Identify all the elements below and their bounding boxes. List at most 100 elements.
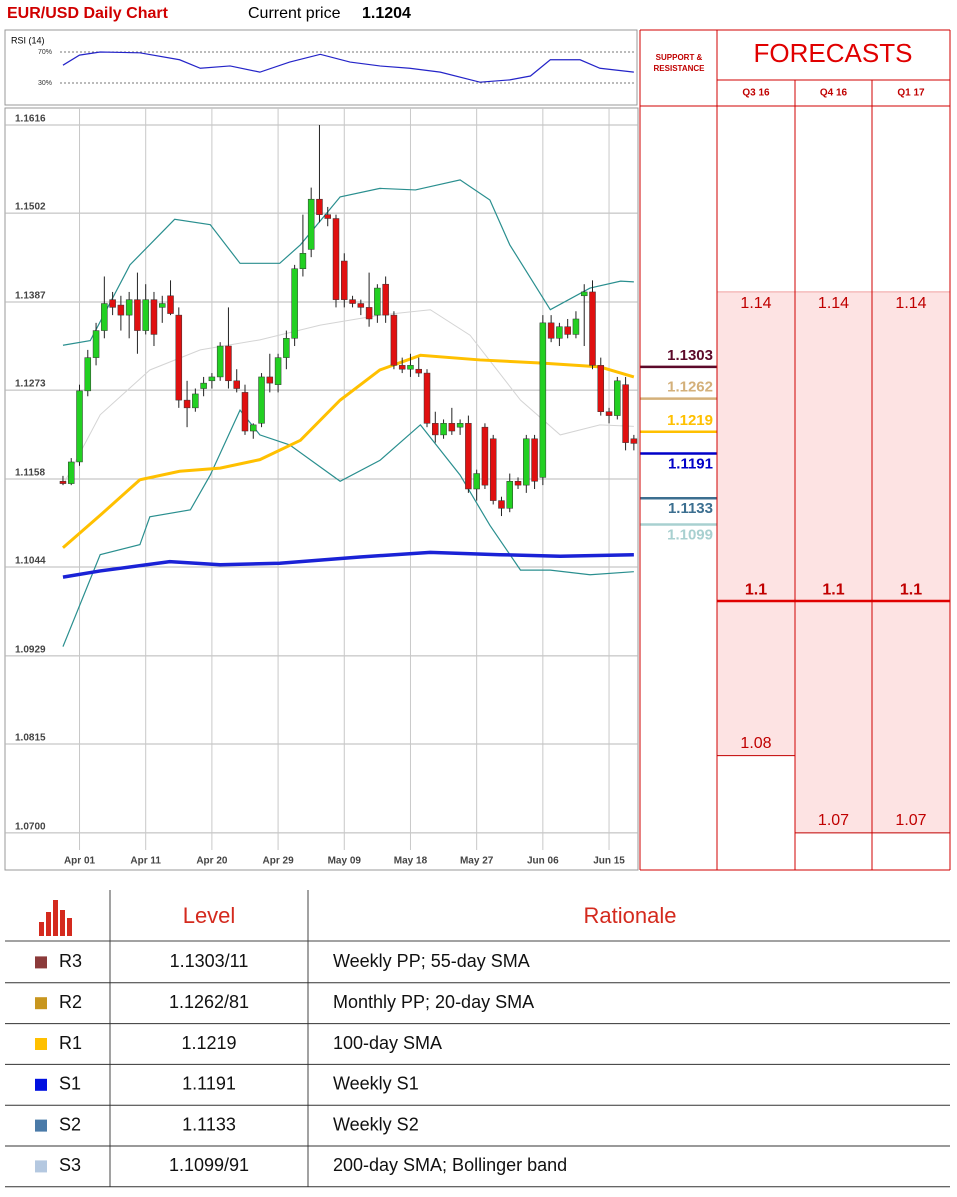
candle-body <box>622 384 629 443</box>
candle-body <box>390 314 398 366</box>
row-rationale: Weekly PP; 55-day SMA <box>333 951 530 971</box>
forecast-label: 1.07 <box>895 812 926 829</box>
candle-body <box>564 326 571 335</box>
candle-body <box>59 481 67 484</box>
candle-body <box>572 318 580 335</box>
candle-body <box>332 218 340 300</box>
candle-body <box>506 481 514 509</box>
candle-body <box>101 303 108 331</box>
candle-body <box>200 382 207 389</box>
overlay-line <box>62 179 634 346</box>
forecast-range <box>717 291 795 756</box>
candle-body <box>283 338 290 358</box>
candle-body <box>514 481 522 486</box>
row-swatch <box>35 1038 47 1050</box>
candle-body <box>150 299 158 335</box>
rsi-tick-label: 70% <box>38 49 52 56</box>
forecast-label: 1.14 <box>740 295 771 312</box>
forecast-label: 1.08 <box>740 735 771 752</box>
level-label: 1.1219 <box>667 412 713 429</box>
candle-body <box>225 345 232 382</box>
row-swatch <box>35 956 47 969</box>
candle-body <box>324 214 331 219</box>
row-level: 1.1133 <box>182 1114 236 1134</box>
candle-body <box>357 303 365 308</box>
forecast-label: 1.1 <box>822 581 844 598</box>
candle-body <box>456 423 464 428</box>
rsi-frame <box>4 29 638 106</box>
candle-body <box>440 423 447 436</box>
forecast-column: Q4 16 <box>820 88 848 99</box>
x-tick-label: Jun 15 <box>593 856 625 867</box>
forecast-label: 1.1 <box>900 581 922 598</box>
y-tick-label: 1.1044 <box>15 556 46 567</box>
candle-body <box>423 372 431 424</box>
row-level: 1.1303/11 <box>170 951 249 971</box>
row-name: R2 <box>59 992 82 1012</box>
candle-body <box>67 461 75 484</box>
level-label: 1.1099 <box>667 527 713 544</box>
forecast-label: 1.14 <box>818 295 849 312</box>
candle-body <box>159 303 166 308</box>
candle-body <box>266 376 274 384</box>
candle-body <box>250 424 257 432</box>
row-rationale: Weekly S1 <box>333 1074 419 1094</box>
row-level: 1.1099/91 <box>169 1155 249 1175</box>
candle-body <box>349 299 356 304</box>
rsi-tick-label: 30% <box>38 80 52 87</box>
candle-body <box>109 299 116 308</box>
candle-body <box>274 357 282 385</box>
candle-body <box>365 307 373 320</box>
candle-body <box>498 500 505 509</box>
row-name: R3 <box>59 951 82 971</box>
x-tick-label: May 18 <box>394 856 428 867</box>
candle-body <box>539 322 547 478</box>
table-header: Rationale <box>584 903 677 928</box>
row-rationale: Weekly S2 <box>333 1114 419 1134</box>
y-tick-label: 1.1387 <box>15 291 46 302</box>
candle-body <box>92 330 100 358</box>
level-label: 1.1191 <box>668 455 713 472</box>
price-label: Current price <box>248 5 341 22</box>
row-name: S1 <box>59 1074 81 1094</box>
forecast-label: 1.1 <box>745 581 767 598</box>
candle-body <box>531 438 538 482</box>
chart-title: EUR/USD Daily Chart <box>7 5 169 22</box>
y-tick-label: 1.0929 <box>15 645 46 656</box>
candle-body <box>398 365 406 370</box>
candle-body <box>125 299 133 316</box>
overlay-line <box>62 550 634 579</box>
candle-body <box>142 299 149 331</box>
candle-body <box>614 380 621 416</box>
candle-body <box>76 390 83 463</box>
candle-body <box>167 295 174 314</box>
level-label: 1.1133 <box>668 500 713 517</box>
table-icon <box>39 900 72 936</box>
level-label: 1.1262 <box>667 379 713 396</box>
row-rationale: 200-day SMA; Bollinger band <box>333 1155 567 1175</box>
x-tick-label: May 09 <box>328 856 362 867</box>
table-header: Level <box>183 903 236 928</box>
forecast-range <box>872 291 950 833</box>
overlay-line <box>61 353 635 549</box>
candle-body <box>473 473 480 490</box>
row-name: S3 <box>59 1155 81 1175</box>
forecast-column: Q1 17 <box>897 88 925 99</box>
x-tick-label: May 27 <box>460 856 494 867</box>
candle-body <box>556 326 563 339</box>
row-rationale: 100-day SMA <box>333 1033 442 1053</box>
forecast-label: 1.14 <box>895 295 926 312</box>
y-tick-label: 1.0700 <box>15 822 46 833</box>
current-price: 1.1204 <box>362 5 411 22</box>
y-tick-label: 1.1502 <box>15 202 46 213</box>
row-swatch <box>35 997 47 1010</box>
candle-body <box>208 376 216 382</box>
row-swatch <box>35 1119 47 1132</box>
x-tick-label: Apr 01 <box>64 856 96 867</box>
y-tick-label: 1.1158 <box>15 468 45 479</box>
candle-body <box>233 380 240 389</box>
x-tick-label: Jun 06 <box>527 856 559 867</box>
row-swatch <box>35 1160 47 1173</box>
x-tick-label: Apr 20 <box>196 856 228 867</box>
candle-body <box>407 365 414 370</box>
